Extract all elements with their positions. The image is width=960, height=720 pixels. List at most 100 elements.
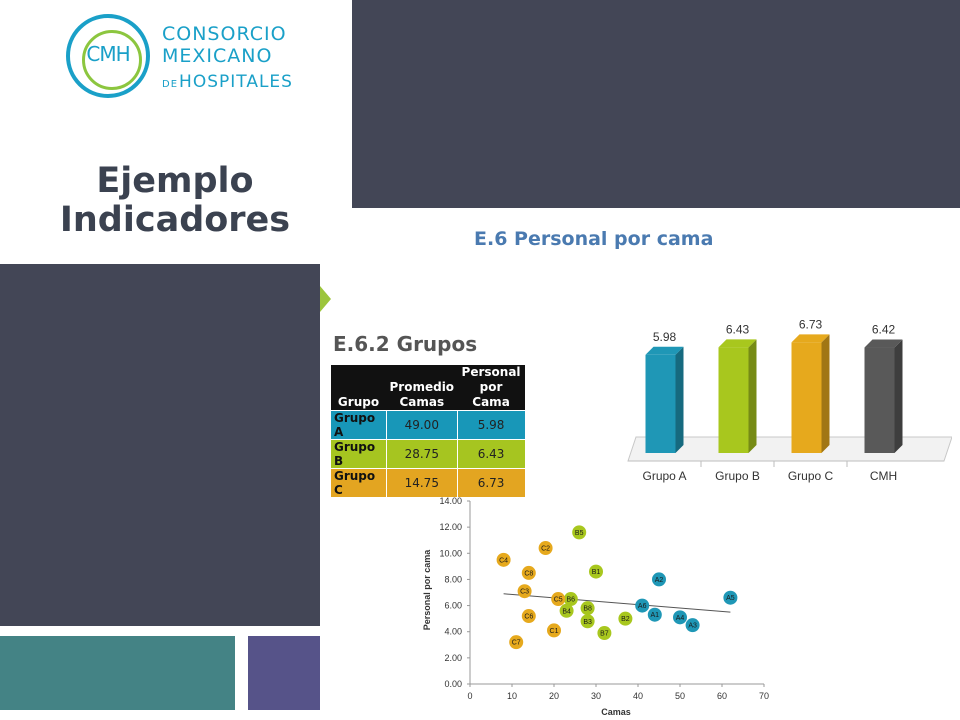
scatter-point xyxy=(580,601,595,616)
scatter-point xyxy=(521,609,536,624)
scatter-point xyxy=(597,626,612,641)
cmh-logo: CMH CONSORCIO MEXICANO DEHOSPITALES xyxy=(62,12,302,102)
header-grupo: Grupo xyxy=(330,365,387,411)
point-label: B8 xyxy=(583,606,592,613)
point-label: C1 xyxy=(550,628,559,635)
bar-side xyxy=(748,339,757,453)
scatter-point xyxy=(647,607,662,622)
cell-grupo: Grupo C xyxy=(330,468,387,498)
cell-personal: 6.73 xyxy=(456,468,526,498)
bar-top xyxy=(718,339,757,348)
cell-grupo: Grupo A xyxy=(330,410,387,440)
bar-top xyxy=(645,346,684,355)
bar-value-label: 6.43 xyxy=(726,322,750,336)
sidebar-dark-panel xyxy=(0,264,320,626)
logo-text-line1: CONSORCIO xyxy=(162,23,287,45)
page-title-line2: Indicadores xyxy=(59,200,291,240)
scatter-point xyxy=(521,565,536,580)
x-tick-label: 10 xyxy=(507,691,517,701)
logo-inner-ring xyxy=(82,30,142,90)
scatter-point xyxy=(559,603,574,618)
y-tick-label: 0.00 xyxy=(444,679,462,689)
cell-camas: 49.00 xyxy=(386,410,458,440)
x-tick-label: 30 xyxy=(591,691,601,701)
cell-personal: 6.43 xyxy=(456,439,526,469)
point-label: A4 xyxy=(676,615,685,622)
bar xyxy=(791,342,822,453)
scatter-point xyxy=(618,611,633,626)
page-title-line1: Ejemplo xyxy=(96,161,254,201)
x-tick-label: 40 xyxy=(633,691,643,701)
scatter-point xyxy=(538,541,553,556)
logo-ring xyxy=(66,14,150,98)
bar-value-label: 6.42 xyxy=(872,323,896,337)
point-label: B1 xyxy=(592,569,601,576)
page-title: Ejemplo Indicadores xyxy=(30,162,320,240)
x-axis-label: Camas xyxy=(601,707,631,717)
bar xyxy=(864,347,895,453)
x-tick-label: 0 xyxy=(467,691,472,701)
scatter-point xyxy=(685,618,700,633)
bar-side xyxy=(894,339,903,453)
scatter-chart: 0.00 2.00 4.00 6.00 8.00 10.00 12.00 14.00 0 10 20… xyxy=(422,496,769,717)
logo-abbreviation: CMH xyxy=(86,42,130,66)
bar-value-label: 5.98 xyxy=(653,330,677,344)
point-label: B7 xyxy=(600,631,609,638)
table-header-row: Grupo Promedio Camas Personal por Cama xyxy=(330,365,526,411)
bar-top xyxy=(791,334,830,343)
bar-side xyxy=(821,334,830,453)
scatter-point xyxy=(547,623,561,638)
x-tick-label: Grupo A xyxy=(642,469,686,483)
bar-top xyxy=(864,339,903,348)
scatter-point xyxy=(496,552,511,567)
bar-value-label: 6.73 xyxy=(799,317,823,331)
cell-camas: 28.75 xyxy=(386,439,458,469)
scatter-point xyxy=(673,610,687,625)
scatter-point xyxy=(563,592,578,607)
bar-chart: 5.98 Grupo A 6.43 Grupo B 6.73 Grupo C 6.42 CMH xyxy=(627,317,952,483)
logo-text-line2: MEXICANO xyxy=(162,45,273,67)
x-tick-label: Grupo C xyxy=(788,469,834,483)
point-label: C4 xyxy=(499,557,508,564)
point-label: A5 xyxy=(726,595,735,602)
point-label: B3 xyxy=(583,619,592,626)
scatter-point xyxy=(723,590,738,605)
bullet-arrow-icon xyxy=(320,286,331,312)
footer-purple-block xyxy=(248,636,320,710)
bar-side xyxy=(675,346,684,453)
point-label: A6 xyxy=(638,603,647,610)
x-tick-label: 70 xyxy=(759,691,769,701)
bar xyxy=(645,354,676,453)
scatter-point xyxy=(652,572,666,587)
header-promedio-camas: Promedio Camas xyxy=(386,365,458,411)
y-axis-label: Personal por cama xyxy=(422,549,432,631)
logo-text-prefix: DE xyxy=(162,79,179,90)
scatter-point xyxy=(509,635,524,650)
scatter-point xyxy=(572,525,587,540)
point-label: A2 xyxy=(655,577,664,584)
point-label: C8 xyxy=(524,570,533,577)
point-label: B4 xyxy=(562,608,571,615)
y-tick-label: 10.00 xyxy=(439,548,462,558)
point-label: C3 xyxy=(520,589,529,596)
header-personal-por-cama: Personal por Cama xyxy=(457,365,526,411)
x-tick-label: 50 xyxy=(675,691,685,701)
y-tick-label: 4.00 xyxy=(444,627,462,637)
y-tick-label: 6.00 xyxy=(444,601,462,611)
logo-text-hospitales: HOSPITALES xyxy=(179,72,293,92)
header-dark-panel xyxy=(352,0,960,208)
groups-title: E.6.2 Grupos xyxy=(333,332,478,356)
scatter-point xyxy=(551,592,566,607)
point-label: A3 xyxy=(688,623,697,630)
x-tick-label: CMH xyxy=(870,469,897,483)
groups-table: Grupo Promedio Camas Personal por Cama Gru… xyxy=(330,365,526,498)
scatter-point xyxy=(517,584,532,599)
table-row: Grupo B 28.75 6.43 xyxy=(330,439,526,469)
trendline xyxy=(503,593,731,613)
point-label: B2 xyxy=(621,616,630,623)
bar xyxy=(718,347,749,453)
y-tick-label: 14.00 xyxy=(439,496,462,506)
point-label: C5 xyxy=(554,597,563,604)
y-tick-label: 2.00 xyxy=(444,653,462,663)
x-tick-label: 20 xyxy=(549,691,559,701)
